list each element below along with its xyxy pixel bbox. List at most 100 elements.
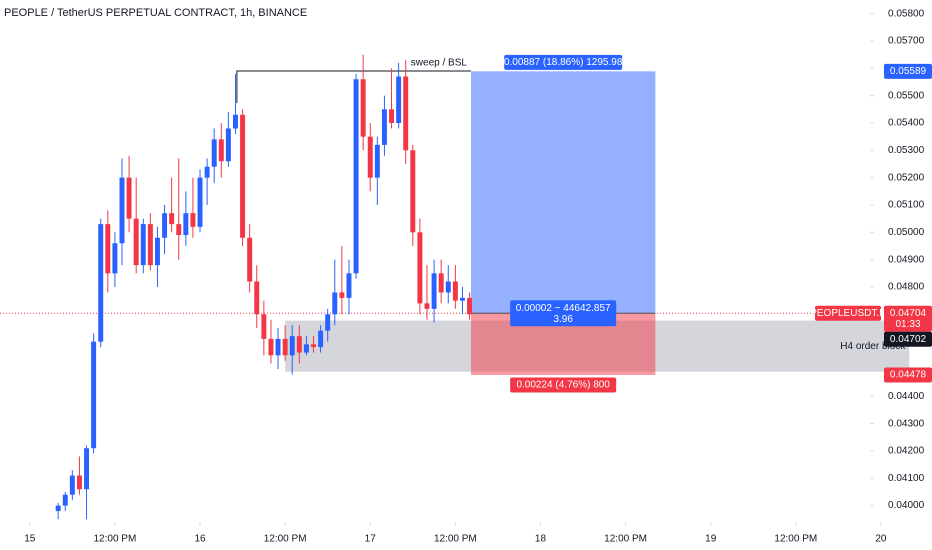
stop-price-tag-bg — [884, 367, 932, 383]
sweep-label: sweep / BSL — [411, 58, 468, 69]
candle-body — [254, 281, 260, 315]
y-tick-label: 0.05200 — [888, 172, 925, 183]
target-zone — [470, 71, 656, 314]
symbol-tag: PEOPLEUSDT.P — [810, 308, 886, 319]
candle-body — [218, 139, 224, 162]
y-tick-label: 0.04100 — [888, 473, 925, 484]
candle-body — [325, 314, 331, 331]
candle-body — [417, 232, 423, 304]
y-tick-label: 0.04400 — [888, 391, 925, 402]
candle-body — [268, 338, 274, 356]
candle-body — [296, 336, 302, 353]
candle-body — [367, 136, 373, 178]
candle-body — [360, 79, 366, 137]
candle-body — [452, 281, 458, 301]
candle-body — [289, 336, 295, 356]
candle-body — [147, 224, 153, 266]
candle-body — [445, 281, 451, 293]
symbol-tag-bg — [815, 305, 881, 321]
candle-body — [353, 79, 359, 274]
candle-body — [339, 292, 345, 298]
candle-body — [240, 114, 246, 238]
stop-price-tag: 0.04478 — [890, 370, 927, 381]
candle-body — [318, 330, 324, 348]
candle-body — [410, 150, 416, 233]
target-label-bg — [504, 54, 623, 70]
sweep-line — [236, 70, 471, 104]
y-tick-label: 0.04000 — [888, 500, 925, 511]
x-tick-label: 15 — [24, 534, 36, 545]
candle-body — [438, 273, 444, 293]
target-price-tag: 0.05589 — [890, 66, 927, 77]
y-tick-label: 0.04900 — [888, 254, 925, 265]
candle-body — [69, 475, 75, 495]
last-price-tag: 0.04704 — [890, 308, 927, 319]
y-tick-label: 0.04800 — [888, 282, 925, 293]
ratio-label: 3.96 — [553, 314, 573, 325]
x-tick-label: 12:00 PM — [264, 534, 307, 545]
x-tick-label: 17 — [365, 534, 377, 545]
target-label: 0.00887 (18.86%) 1295.98 — [504, 57, 623, 68]
candle-body — [126, 177, 132, 219]
candle-body — [233, 114, 238, 129]
stop-label-bg — [510, 377, 617, 393]
candle-body — [98, 224, 104, 342]
candle-body — [140, 224, 146, 266]
candle-body — [303, 344, 309, 353]
candle-body — [154, 237, 160, 266]
candle-body — [396, 76, 402, 123]
stop-label: 0.00224 (4.76%) 800 — [516, 380, 610, 391]
cross-price-tag: 0.04702 — [890, 334, 927, 345]
y-tick-label: 0.05400 — [888, 118, 925, 129]
candle-body — [55, 505, 61, 512]
x-tick-label: 12:00 PM — [604, 534, 647, 545]
x-tick-label: 20 — [875, 534, 887, 545]
candle-body — [403, 76, 409, 151]
candle-body — [374, 144, 380, 178]
y-tick-label: 0.04300 — [888, 418, 925, 429]
y-tick-label: 0.05300 — [888, 145, 925, 156]
candle-body — [275, 338, 281, 356]
chart-title: PEOPLE / TetherUS PERPETUAL CONTRACT, 1h… — [4, 7, 307, 19]
candle-body — [467, 297, 473, 315]
candle-body — [176, 224, 182, 236]
candle-body — [424, 303, 430, 309]
x-tick-label: 19 — [705, 534, 717, 545]
x-tick-label: 12:00 PM — [774, 534, 817, 545]
candle-body — [389, 109, 395, 123]
x-tick-label: 16 — [194, 534, 206, 545]
candle-body — [169, 213, 175, 225]
entry-label: 0.00002 ~ 44642.857 — [516, 303, 611, 314]
candle-body — [183, 213, 189, 236]
candle-body — [190, 213, 196, 227]
candle-body — [225, 128, 231, 162]
y-tick-label: 0.05500 — [888, 90, 925, 101]
y-tick-label: 0.05000 — [888, 227, 925, 238]
y-tick-label: 0.05700 — [888, 36, 925, 47]
order-block-label: H4 order block — [840, 341, 906, 352]
candle-body — [112, 243, 118, 274]
entry-label-bg — [510, 300, 617, 327]
candle-body — [84, 448, 90, 490]
candle-body — [282, 338, 288, 356]
candle-body — [459, 297, 465, 301]
candle-body — [381, 109, 387, 145]
y-tick-label: 0.04200 — [888, 446, 925, 457]
candle-body — [197, 177, 203, 227]
y-tick-label: 0.05100 — [888, 200, 925, 211]
countdown-tag: 01:33 — [895, 319, 920, 330]
candle-body — [247, 237, 253, 282]
countdown-tag-bg — [884, 316, 932, 332]
candle-body — [133, 218, 139, 266]
candle-body — [204, 166, 210, 178]
candle-body — [332, 292, 338, 315]
y-tick-label: 0.05800 — [888, 8, 925, 19]
candle-body — [91, 341, 97, 449]
candle-body — [105, 224, 111, 274]
candle-body — [431, 273, 437, 309]
cross-price-bg — [884, 331, 932, 347]
candle-body — [76, 475, 82, 490]
candle-body — [346, 273, 352, 298]
